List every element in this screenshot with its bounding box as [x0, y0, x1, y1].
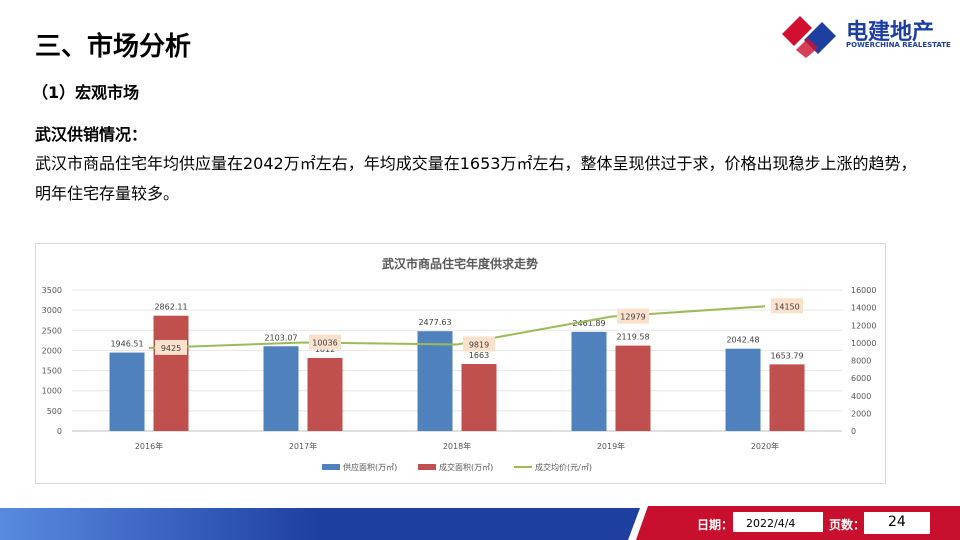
- value-label: 1663: [469, 351, 489, 360]
- logo-sub: POWERCHINA REALESTATE: [846, 41, 951, 49]
- y2-tick-label: 6000: [851, 374, 871, 383]
- legend-swatch: [322, 464, 340, 470]
- bar: [571, 331, 607, 431]
- y-tick-label: 2000: [42, 346, 62, 355]
- y2-tick-label: 14000: [851, 304, 876, 313]
- y2-tick-label: 16000: [851, 286, 876, 295]
- x-tick-label: 2019年: [597, 441, 625, 451]
- bar: [307, 358, 343, 431]
- y2-tick-label: 10000: [851, 339, 876, 348]
- logo-name: 电建地产: [846, 20, 935, 45]
- value-label: 14150: [774, 302, 799, 311]
- y-tick-label: 500: [47, 407, 62, 416]
- value-label: 1653.79: [770, 351, 803, 360]
- y2-tick-label: 0: [851, 427, 856, 436]
- logo-mark: [782, 16, 836, 58]
- value-label: 9819: [469, 340, 489, 349]
- y-tick-label: 1000: [42, 387, 62, 396]
- bar: [263, 346, 299, 431]
- bar: [461, 364, 497, 431]
- value-label: 1946.51: [110, 340, 143, 349]
- heading: 武汉供销情况：: [35, 125, 148, 144]
- title: 三、市场分析: [35, 32, 192, 62]
- x-tick-label: 2017年: [289, 441, 317, 451]
- date: 2022/4/4: [746, 517, 796, 530]
- value-label: 2042.48: [726, 336, 759, 345]
- legend-label: 成交均价(元/㎡): [535, 462, 592, 472]
- y2-tick-label: 12000: [851, 321, 876, 330]
- y-tick-label: 2500: [42, 326, 62, 335]
- y-tick-label: 3000: [42, 306, 62, 315]
- chart-title: 武汉市商品住宅年度供求走势: [382, 256, 538, 271]
- page-number: 24: [888, 514, 906, 530]
- paragraph: 武汉市商品住宅年均供应量在2042万㎡左右，年均成交量在1653万㎡左右，整体呈…: [35, 154, 917, 203]
- value-label: 2477.63: [418, 318, 451, 327]
- page-label: 页数：: [829, 518, 866, 532]
- footer-band: [0, 506, 960, 540]
- y-tick-label: 3500: [42, 286, 62, 295]
- value-label: 2119.58: [616, 333, 649, 342]
- y2-tick-label: 8000: [851, 357, 871, 366]
- y-tick-label: 1500: [42, 367, 62, 376]
- value-label: 10036: [312, 339, 337, 348]
- x-tick-label: 2018年: [443, 441, 471, 451]
- legend-swatch: [418, 464, 436, 470]
- bar: [725, 348, 761, 431]
- bar: [615, 345, 651, 431]
- value-label: 2862.11: [154, 303, 187, 312]
- line: [148, 305, 766, 349]
- value-label: 12979: [620, 313, 645, 322]
- section: （1）宏观市场: [32, 83, 140, 102]
- bar: [417, 331, 453, 431]
- y-tick-label: 0: [57, 427, 62, 436]
- legend-label: 成交面积(万㎡): [439, 462, 493, 472]
- value-label-box: [309, 334, 341, 350]
- x-tick-label: 2016年: [135, 441, 163, 451]
- bar: [153, 315, 189, 431]
- value-label: 2103.07: [264, 333, 297, 342]
- date-label: 日期：: [697, 518, 734, 532]
- value-label-box: [155, 339, 187, 355]
- value-label-box: [617, 308, 649, 324]
- value-label: 9425: [161, 344, 181, 353]
- value-label-box: [463, 336, 495, 352]
- bar: [769, 364, 805, 431]
- value-label: 2461.89: [572, 319, 605, 328]
- y2-tick-label: 2000: [851, 409, 871, 418]
- legend-label: 供应面积(万㎡): [343, 462, 397, 472]
- bar: [109, 352, 145, 431]
- x-tick-label: 2020年: [751, 441, 779, 451]
- value-label-box: [771, 298, 803, 314]
- y2-tick-label: 4000: [851, 392, 871, 401]
